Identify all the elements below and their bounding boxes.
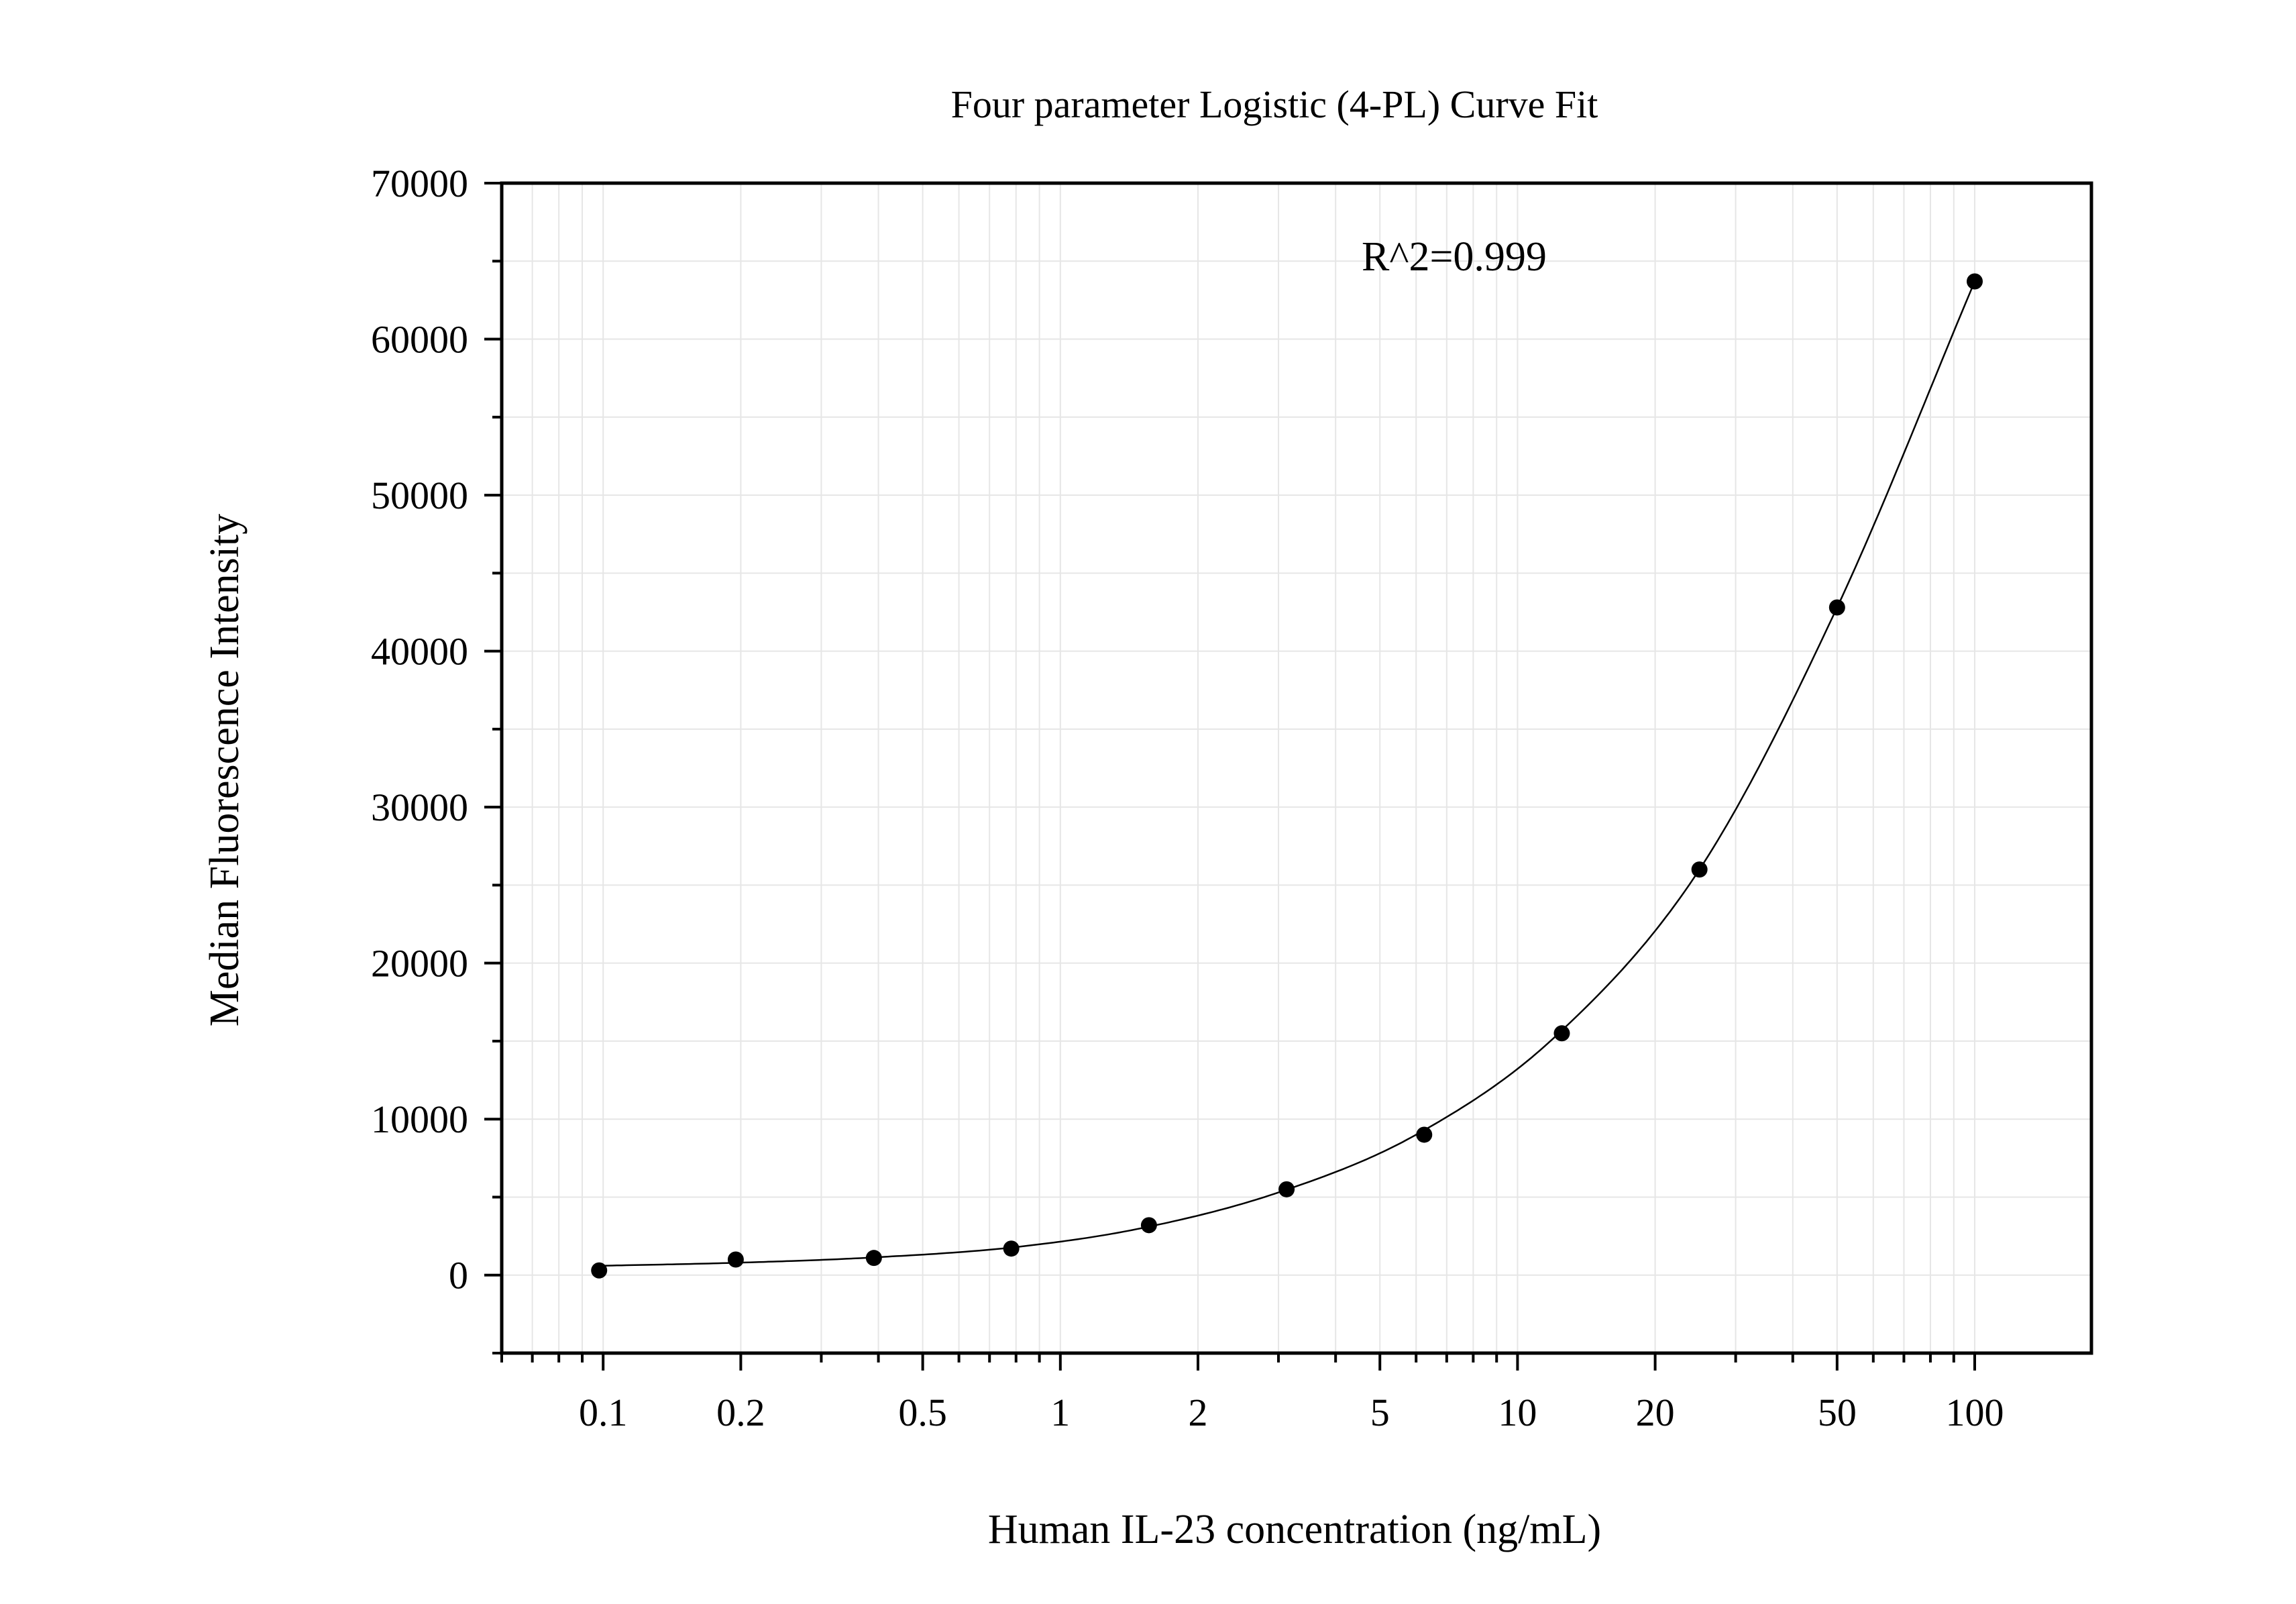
x-tick-label: 0.1 (579, 1391, 628, 1434)
y-tick-label: 10000 (371, 1098, 468, 1141)
x-tick-label: 50 (1818, 1391, 1857, 1434)
y-tick-label: 20000 (371, 942, 468, 985)
x-axis-title: Human IL-23 concentration (ng/mL) (988, 1507, 1601, 1552)
x-tick-label: 0.2 (716, 1391, 765, 1434)
y-axis-title: Median Fluorescence Intensity (202, 514, 248, 1026)
data-point (1553, 1025, 1570, 1042)
y-tick-label: 60000 (371, 318, 468, 362)
plot-area (591, 273, 1983, 1279)
x-tick-label: 2 (1188, 1391, 1207, 1434)
x-tick-label: 10 (1498, 1391, 1537, 1434)
fit-curve (603, 281, 1976, 1267)
data-point (1691, 861, 1708, 878)
y-tick-label: 0 (449, 1254, 468, 1297)
data-point (1416, 1126, 1433, 1143)
data-point (591, 1262, 608, 1279)
data-point (865, 1250, 882, 1267)
data-point (1278, 1181, 1295, 1197)
y-tick-label: 40000 (371, 630, 468, 674)
x-tick-label: 0.5 (898, 1391, 947, 1434)
x-tick-label: 1 (1050, 1391, 1070, 1434)
grid (501, 182, 2091, 1354)
y-tick-label: 30000 (371, 786, 468, 829)
data-point (1828, 599, 1845, 616)
data-point (1003, 1240, 1020, 1257)
data-point (727, 1251, 744, 1268)
data-point (1140, 1217, 1157, 1234)
chart-title: Four parameter Logistic (4-PL) Curve Fit (951, 83, 1598, 126)
x-tick-label: 100 (1946, 1391, 2004, 1434)
x-tick-label: 20 (1636, 1391, 1675, 1434)
data-point (1967, 273, 1983, 290)
y-tick-label: 70000 (371, 162, 468, 205)
r-squared-annotation: R^2=0.999 (1362, 234, 1547, 280)
x-tick-label: 5 (1370, 1391, 1390, 1434)
y-tick-label: 50000 (371, 474, 468, 517)
plot-frame (500, 181, 2093, 1355)
